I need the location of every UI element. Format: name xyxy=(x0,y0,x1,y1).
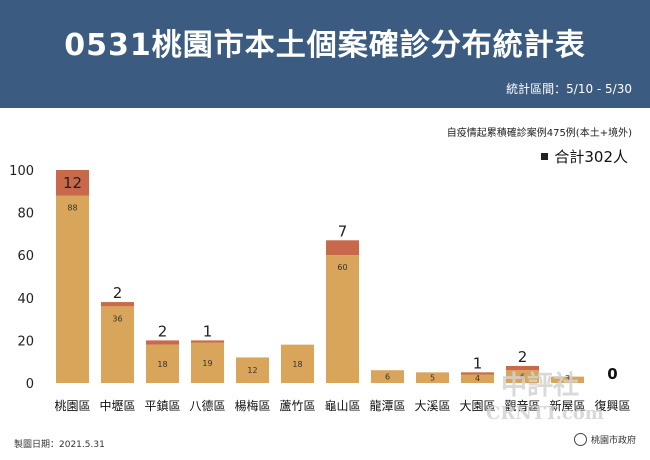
bar-value-label: 3 xyxy=(565,374,570,383)
bar-value-label: 36 xyxy=(112,314,122,323)
new-case-label: 2 xyxy=(518,348,528,366)
bar-new xyxy=(101,302,134,307)
bar-base xyxy=(461,374,494,383)
bar-new xyxy=(326,240,359,256)
bar-value-label: 5 xyxy=(430,374,435,383)
x-tick-label: 龜山區 xyxy=(324,399,360,413)
new-case-label: 0 xyxy=(607,365,617,383)
x-tick-label: 觀音區 xyxy=(504,398,540,413)
new-case-label: 2 xyxy=(113,284,123,302)
bar-new xyxy=(146,340,179,345)
y-tick-label: 80 xyxy=(17,207,34,222)
y-tick-label: 60 xyxy=(17,249,34,264)
agency-name: 桃園市政府 xyxy=(590,436,636,446)
y-tick-label: 40 xyxy=(17,292,34,307)
total-count: 合計302人 xyxy=(541,146,628,167)
x-tick-label: 中壢區 xyxy=(99,398,135,413)
bar-base xyxy=(506,370,539,383)
bar-base xyxy=(236,357,269,383)
x-tick-label: 桃園區 xyxy=(54,398,90,413)
bar-base xyxy=(281,344,314,383)
bar-base xyxy=(551,376,584,383)
cumulative-note: 自疫情起累積確診案例475例(本土+境外) xyxy=(446,128,632,139)
new-case-label: 1 xyxy=(473,354,483,372)
square-bullet-icon xyxy=(541,153,549,160)
bar-base xyxy=(371,370,404,383)
made-date: 製圖日期：2021.5.31 xyxy=(14,440,105,450)
x-tick-label: 新屋區 xyxy=(549,398,585,413)
bar-value-label: 18 xyxy=(157,360,167,369)
x-tick-label: 復興區 xyxy=(594,398,630,413)
x-tick-label: 楊梅區 xyxy=(234,398,270,413)
city-seal-icon xyxy=(573,433,587,446)
new-case-label: 1 xyxy=(203,322,213,340)
new-case-label: 7 xyxy=(338,222,348,240)
bar-value-label: 4 xyxy=(475,374,480,383)
y-tick-label: 0 xyxy=(26,377,34,392)
bar-value-label: 6 xyxy=(520,373,525,382)
bar-value-label: 18 xyxy=(292,360,302,369)
x-tick-label: 八德區 xyxy=(189,398,225,413)
bar-base xyxy=(191,342,224,383)
total-count-label: 合計302人 xyxy=(554,148,628,166)
new-case-label: 2 xyxy=(158,322,168,340)
bar-value-label: 6 xyxy=(385,373,390,382)
agency-logo: 桃園市政府 xyxy=(573,433,636,446)
x-tick-label: 平鎮區 xyxy=(144,398,180,413)
bar-new xyxy=(191,340,224,343)
x-tick-label: 大溪區 xyxy=(414,399,450,413)
header-banner: 0531桃園市本土個案確診分布統計表 統計區間：5/10 - 5/30 xyxy=(0,0,650,108)
bar-value-label: 19 xyxy=(202,359,212,368)
y-tick-label: 100 xyxy=(9,164,34,179)
bar-new xyxy=(506,365,539,371)
x-tick-label: 龍潭區 xyxy=(369,398,405,413)
date-range: 統計區間：5/10 - 5/30 xyxy=(506,82,632,96)
bar-value-label: 12 xyxy=(247,366,257,375)
bar-new xyxy=(56,170,89,196)
x-tick-label: 大園區 xyxy=(459,399,495,413)
page-title: 0531桃園市本土個案確診分布統計表 xyxy=(64,28,586,63)
bar-base xyxy=(416,372,449,383)
bar-new xyxy=(461,372,494,375)
y-tick-label: 20 xyxy=(17,334,34,349)
bar-base xyxy=(326,255,359,383)
new-case-label: 12 xyxy=(63,174,82,192)
x-tick-label: 蘆竹區 xyxy=(279,399,315,413)
bar-base xyxy=(101,306,134,383)
bar-value-label: 60 xyxy=(337,263,347,272)
bar-base xyxy=(146,344,179,383)
bar-value-label: 88 xyxy=(67,204,77,213)
bar-base xyxy=(56,195,89,383)
